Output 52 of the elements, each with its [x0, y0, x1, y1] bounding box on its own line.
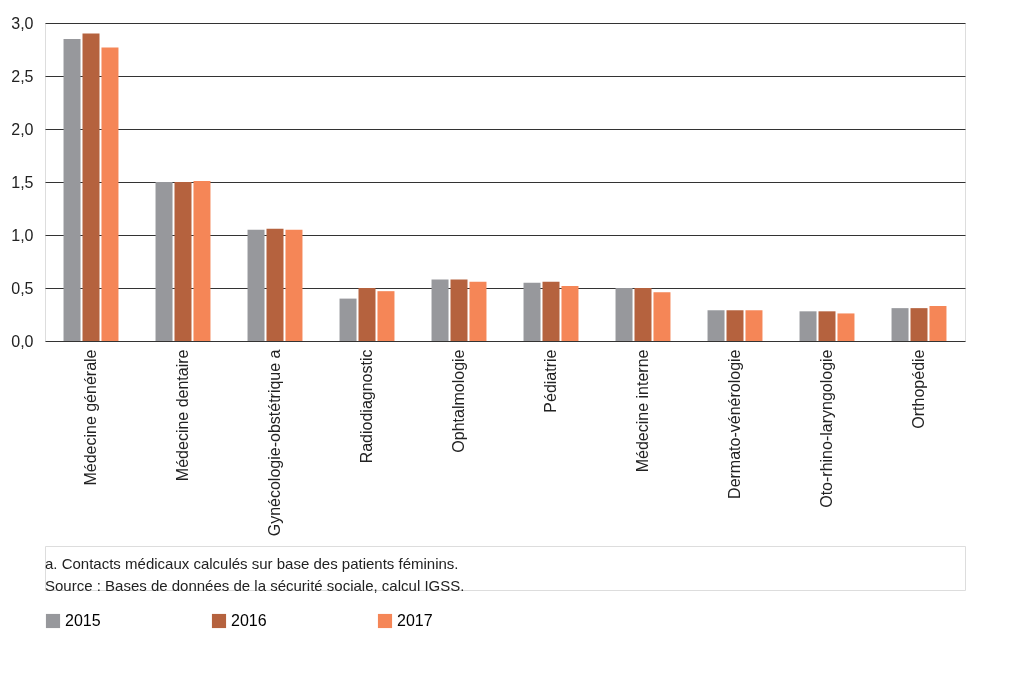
- bar: [726, 310, 744, 341]
- bar: [561, 285, 579, 341]
- bar: [266, 228, 284, 341]
- bar: [799, 311, 817, 341]
- y-tick-label: 1,5: [11, 173, 34, 191]
- bar: [745, 310, 763, 341]
- bar: [450, 279, 468, 341]
- x-tick-label: Médecine générale: [82, 349, 99, 486]
- bar: [653, 292, 671, 341]
- y-tick-label: 0,5: [11, 279, 34, 297]
- x-tick-label: Dermato-vénérologie: [726, 349, 743, 499]
- y-tick-label: 1,0: [11, 226, 34, 244]
- bar: [837, 313, 855, 341]
- text: a. Contacts médicaux calculés sur base des patients féminins.: [45, 555, 459, 572]
- x-tick-label: Pédiatrie: [542, 349, 559, 413]
- x-tick-label: Gynécologie-obstétrique a: [266, 349, 283, 537]
- bar: [339, 298, 357, 341]
- y-tick-label: 3,0: [11, 14, 34, 32]
- bar: [634, 288, 652, 341]
- bar: [63, 38, 81, 341]
- y-tick-label: 0,0: [11, 332, 34, 350]
- source-note: Source : Bases de données de la sécurité sociale, calcul IGSS.: [45, 577, 465, 594]
- x-tick-label: Radiodiagnostic: [358, 349, 375, 464]
- bar: [247, 229, 265, 341]
- legend-label: 2017: [397, 612, 433, 629]
- y-tick-label: 2,0: [11, 120, 34, 138]
- bar: [358, 288, 376, 341]
- x-tick-label: Oto-rhino-laryngologie: [818, 349, 835, 508]
- y-tick-label: 2,5: [11, 67, 34, 85]
- bar: [174, 182, 192, 341]
- bar: [929, 306, 947, 341]
- bar: [431, 279, 449, 341]
- bar: [818, 311, 836, 341]
- bar: [193, 180, 211, 341]
- x-tick-label: Ophtalmologie: [450, 349, 467, 453]
- bar: [615, 288, 633, 341]
- bar: [469, 281, 487, 341]
- x-tick-label: Orthopédie: [910, 349, 927, 429]
- bar: [910, 308, 928, 341]
- bar: [285, 229, 303, 341]
- bar: [542, 281, 560, 341]
- bar: [101, 47, 119, 341]
- legend-label: 2016: [231, 612, 267, 629]
- legend-label: 2015: [65, 612, 101, 629]
- bar: [891, 308, 909, 341]
- bar: [82, 33, 100, 341]
- bar: [523, 282, 541, 341]
- bar: [377, 291, 395, 341]
- x-tick-label: Médecine dentaire: [174, 349, 191, 482]
- x-tick-label: Médecine interne: [634, 349, 651, 473]
- bar: [155, 182, 173, 341]
- bar: [707, 310, 725, 341]
